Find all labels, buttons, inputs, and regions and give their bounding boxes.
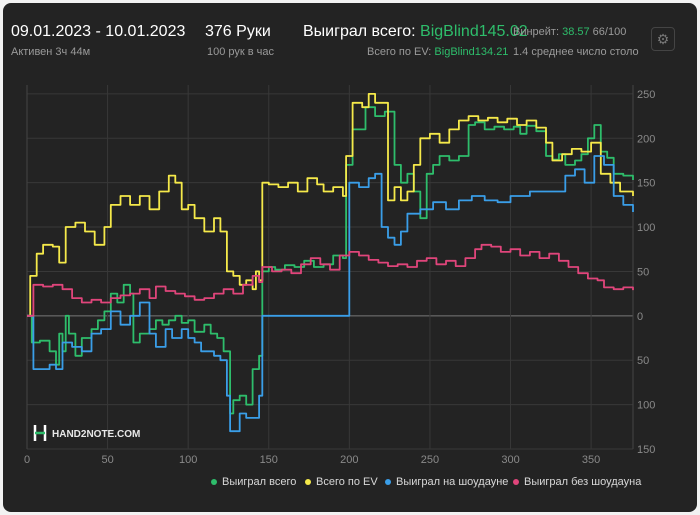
- y-tick-label: 150: [637, 178, 655, 190]
- x-tick-label: 200: [340, 454, 358, 466]
- y-tick-label: 150: [637, 444, 655, 456]
- y-tick-label: 200: [637, 133, 655, 145]
- x-tick-label: 250: [421, 454, 439, 466]
- ev-total-value: BigBlind134.21: [434, 46, 509, 58]
- winrate-label: Винрейт:: [513, 26, 563, 38]
- watermark-text: HAND2NOTE.COM: [52, 429, 140, 440]
- legend-showdown[interactable]: Выиграл на шоудауне: [385, 476, 508, 488]
- date-range: 09.01.2023 - 10.01.2023: [11, 23, 186, 40]
- legend-ev-total[interactable]: Всего по EV: [305, 476, 378, 488]
- gear-icon: ⚙: [656, 30, 670, 47]
- profit-chart: 250 200 150 100 50 0 50 100 150 0 50 100 150 200 250 30…: [24, 85, 655, 466]
- series-line-3: [27, 243, 634, 317]
- y-tick-label: 250: [637, 89, 655, 101]
- legend-dot-won: [211, 479, 217, 485]
- y-tick-label: 0: [637, 311, 643, 323]
- settings-button[interactable]: ⚙: [651, 27, 675, 51]
- y-tick-label: 100: [637, 400, 655, 412]
- x-tick-label: 0: [24, 454, 30, 466]
- winrate: Винрейт: 38.57 66/100: [513, 26, 626, 38]
- legend-label-ev: Всего по EV: [316, 476, 378, 488]
- won-total-label: Выиграл всего:: [303, 23, 421, 40]
- x-tick-label: 100: [179, 454, 197, 466]
- x-tick-label: 350: [582, 454, 600, 466]
- legend-won-total[interactable]: Выиграл всего: [211, 476, 296, 488]
- legend-dot-showdown: [385, 479, 391, 485]
- active-time: Активен 3ч 44м: [11, 46, 91, 58]
- ev-total: Всего по EV: BigBlind134.21: [367, 46, 508, 58]
- won-total-value: BigBlind145.02: [420, 23, 528, 40]
- legend-label-non-showdown: Выиграл без шоудауна: [524, 476, 642, 488]
- avg-tables: 1.4 среднее число столо: [513, 46, 639, 58]
- legend-label-showdown: Выиграл на шоудауне: [396, 476, 509, 488]
- y-tick-label: 50: [637, 355, 649, 367]
- legend-label-won: Выиграл всего: [222, 476, 297, 488]
- legend-dot-non-showdown: [513, 479, 519, 485]
- ev-total-label: Всего по EV:: [367, 46, 435, 58]
- series-line-2: [27, 155, 634, 433]
- winrate-hands: 66/100: [589, 26, 627, 38]
- winrate-value: 38.57: [562, 26, 590, 38]
- series-line-0: [27, 106, 634, 415]
- hand2note-logo-icon: [33, 425, 47, 441]
- hands-count: 376 Руки: [205, 23, 271, 40]
- legend-non-showdown[interactable]: Выиграл без шоудауна: [513, 476, 641, 488]
- won-total: Выиграл всего: BigBlind145.02: [303, 23, 528, 41]
- session-graph-panel: 09.01.2023 - 10.01.2023 Активен 3ч 44м 3…: [3, 3, 697, 512]
- x-tick-label: 150: [260, 454, 278, 466]
- x-tick-label: 300: [501, 454, 519, 466]
- legend-dot-ev: [305, 479, 311, 485]
- y-tick-label: 100: [637, 222, 655, 234]
- hands-per-hour: 100 рук в час: [207, 46, 275, 58]
- series-line-1: [27, 93, 634, 317]
- y-tick-label: 50: [637, 266, 649, 278]
- x-tick-label: 50: [101, 454, 113, 466]
